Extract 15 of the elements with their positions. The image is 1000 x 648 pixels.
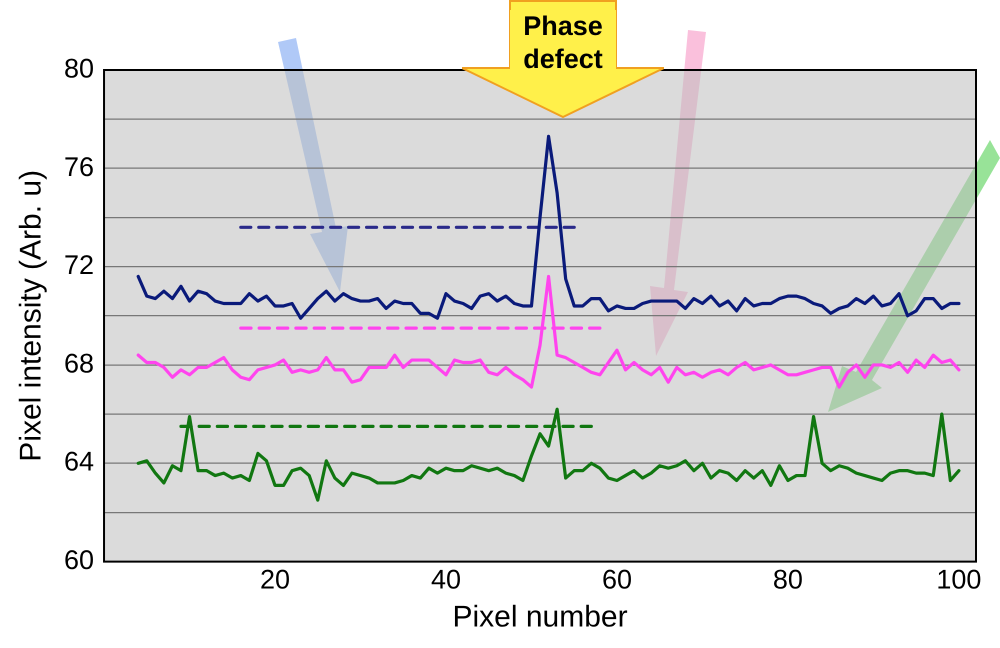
y-axis-title: Pixel intensity (Arb. u) <box>14 170 48 462</box>
x-axis-title: Pixel number <box>452 600 628 634</box>
x-tick-label: 60 <box>602 564 632 594</box>
y-tick-label: 72 <box>64 250 94 280</box>
x-tick-label: 80 <box>772 564 803 594</box>
y-tick-label: 76 <box>64 152 94 182</box>
x-tick-label: 20 <box>260 564 290 594</box>
y-tick-label: 80 <box>64 53 94 84</box>
down-arrow-callout: Phase defect <box>462 0 664 118</box>
y-tick-label: 64 <box>64 446 94 477</box>
x-tick-label: 40 <box>430 564 462 594</box>
y-tick-label: 60 <box>64 545 94 576</box>
annotation: Phase defect <box>510 10 616 76</box>
y-tick-label: 68 <box>64 348 94 378</box>
x-tick-label: 100 <box>936 564 982 594</box>
